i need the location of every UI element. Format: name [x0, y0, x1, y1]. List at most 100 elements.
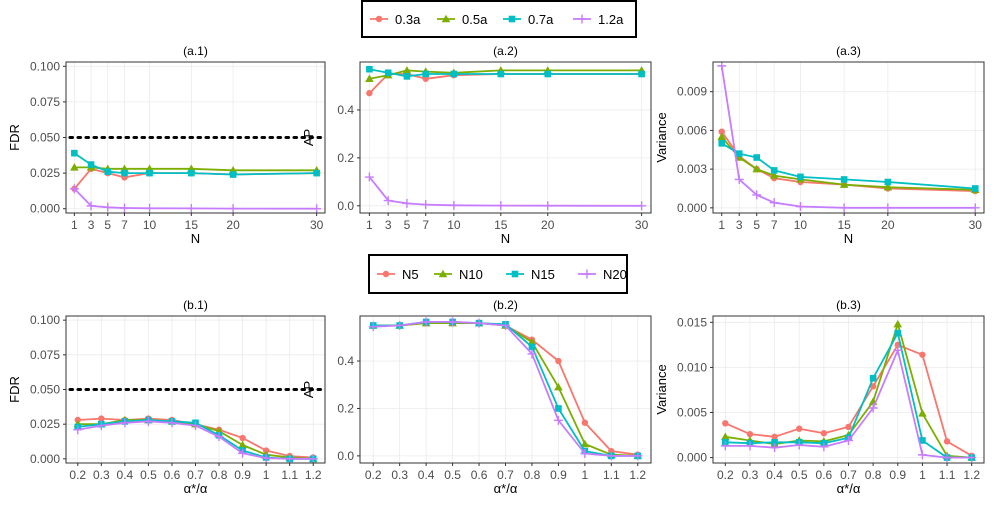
panel-title: (a.2) — [493, 44, 518, 58]
x-tick-label: 0.4 — [766, 468, 783, 482]
y-tick-label: 0.2 — [337, 151, 354, 165]
x-axis-label: α*/α — [494, 481, 518, 496]
data-point-1.2a — [119, 203, 129, 213]
series-line-1.2a — [73, 188, 317, 210]
x-tick-label: 7 — [422, 218, 429, 232]
data-point-1.2a — [637, 201, 647, 211]
x-tick-label: 1 — [582, 468, 589, 482]
x-axis-label: α*/α — [184, 481, 208, 496]
data-point-N20 — [285, 454, 295, 464]
x-tick-label: 0.3 — [742, 468, 759, 482]
x-tick-label: 15 — [185, 218, 199, 232]
y-tick-label: 0.100 — [30, 59, 60, 73]
x-tick-label: 15 — [837, 218, 851, 232]
data-point-1.2a — [970, 203, 980, 213]
data-point-N5 — [581, 419, 589, 426]
y-tick-label: 0.075 — [30, 95, 60, 109]
data-point-N20 — [474, 318, 484, 328]
data-point-N20 — [261, 453, 271, 463]
x-tick-label: 1 — [919, 468, 926, 482]
y-axis-label: AP — [301, 381, 316, 398]
data-point-0.7a — [87, 161, 95, 168]
data-point-N20 — [308, 454, 318, 464]
legend-key-marker — [511, 270, 519, 278]
x-tick-label: 1.1 — [603, 468, 620, 482]
data-point-N20 — [720, 441, 730, 451]
data-point-1.2a — [402, 198, 412, 208]
data-point-0.7a — [229, 171, 237, 178]
data-point-1.2a — [543, 201, 553, 211]
data-point-N20 — [580, 449, 590, 459]
panel-title: (a.1) — [183, 44, 208, 58]
data-point-N20 — [553, 415, 563, 425]
data-point-0.7a — [403, 73, 411, 80]
legend-key-marker — [577, 14, 587, 24]
x-tick-label: 0.9 — [889, 468, 906, 482]
data-point-N15 — [919, 437, 926, 444]
data-point-N15 — [894, 329, 902, 337]
legend-label: N15 — [531, 267, 555, 282]
x-tick-label: 0.3 — [93, 468, 110, 482]
x-tick-label: 1.1 — [281, 468, 298, 482]
x-tick-label: 0.6 — [471, 468, 488, 482]
x-tick-label: 5 — [404, 218, 411, 232]
legend-key-marker — [438, 269, 448, 278]
series-line-1.2a — [368, 176, 642, 207]
data-point-1.2a — [449, 200, 459, 210]
x-tick-label: 0.4 — [117, 468, 134, 482]
y-tick-label: 0.4 — [337, 103, 354, 117]
data-point-1.2a — [186, 203, 196, 213]
y-tick-label: 0.009 — [677, 85, 707, 99]
x-tick-label: 5 — [104, 218, 111, 232]
x-tick-label: 20 — [541, 218, 555, 232]
data-point-N20 — [893, 345, 903, 355]
data-point-1.2a — [883, 203, 893, 213]
x-tick-label: 0.8 — [211, 468, 228, 482]
y-axis-label: Variance — [654, 112, 669, 162]
data-point-N5 — [869, 383, 877, 390]
data-point-0.5a — [769, 171, 779, 179]
x-tick-label: 0.3 — [391, 468, 408, 482]
y-tick-label: 0.050 — [30, 131, 60, 145]
data-point-N5 — [722, 420, 729, 427]
x-axis-label: N — [501, 231, 510, 246]
data-point-N20 — [395, 320, 405, 330]
series-line-0.5a — [721, 136, 976, 191]
x-tick-label: 20 — [881, 218, 895, 232]
x-tick-label: 0.2 — [69, 468, 86, 482]
legend-key-marker — [382, 270, 390, 278]
series-line-0.7a — [721, 142, 976, 190]
legend-key-marker — [375, 15, 383, 23]
data-point-0.7a — [104, 168, 112, 175]
legend-label: 0.7a — [528, 12, 554, 27]
x-tick-label: 0.9 — [550, 468, 567, 482]
y-tick-label: 0.0 — [337, 199, 354, 213]
data-point-0.7a — [840, 176, 848, 183]
data-point-N5 — [555, 357, 562, 365]
x-tick-label: 30 — [310, 218, 324, 232]
y-tick-label: 0.000 — [30, 202, 60, 216]
data-point-N5 — [845, 423, 852, 431]
data-point-N5 — [919, 351, 926, 358]
data-point-N20 — [917, 450, 927, 460]
x-tick-label: 0.5 — [791, 468, 808, 482]
x-axis-label: N — [844, 231, 853, 246]
data-point-N5 — [820, 430, 828, 437]
data-point-0.5a — [883, 182, 893, 191]
x-axis-label: N — [191, 231, 200, 246]
data-point-0.7a — [497, 70, 505, 78]
data-point-0.7a — [753, 154, 761, 161]
x-tick-label: 1.1 — [939, 468, 956, 482]
x-axis-label: α*/α — [837, 481, 861, 496]
legend-key-marker — [441, 14, 451, 23]
legend-label: N20 — [603, 267, 627, 282]
data-point-N20 — [819, 442, 829, 452]
x-tick-label: 15 — [494, 218, 508, 232]
data-point-1.2a — [145, 203, 155, 213]
data-point-0.7a — [884, 178, 892, 186]
data-point-0.7a — [422, 70, 430, 78]
x-tick-label: 0.7 — [187, 468, 204, 482]
data-point-0.5a — [752, 164, 762, 173]
panel-b1: 0.000 0.025 0.050 0.075 0.100 0.2 0.3 0.4 0.5 0.6… — [7, 298, 326, 496]
data-point-0.5a — [402, 66, 412, 74]
